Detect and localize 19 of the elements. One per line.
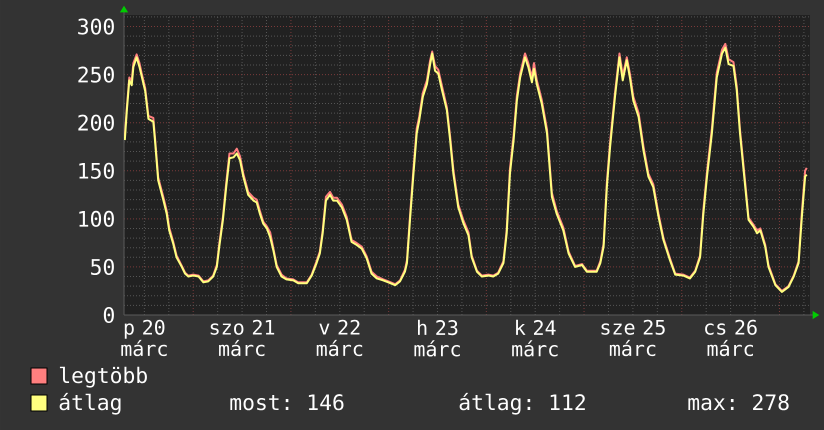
x-tick-label: h 23 márc [414, 320, 460, 357]
x-tick-label: szo 21 márc [210, 320, 274, 356]
text: most: 146 [230, 394, 344, 410]
x-tick-label: p 20 márc [121, 320, 167, 356]
y-tick-label: 300 [78, 18, 114, 35]
text: átlag: 112 [460, 392, 585, 415]
text: max: 278 [688, 394, 789, 410]
x-tick-label: sze 25 márc [602, 320, 665, 356]
y-tick-label: 100 [79, 210, 114, 227]
y-tick-label: 0 [104, 306, 114, 324]
x-tick-label: k 24 márc [512, 320, 558, 357]
y-tick-label: 50 [91, 258, 114, 275]
x-tick-label: cs 26 márc [705, 320, 757, 356]
y-tick-label: 150 [79, 162, 114, 179]
y-tick-label: 200 [78, 114, 114, 131]
y-tick-label: 250 [78, 66, 114, 83]
x-tick-label: v 22 márc [316, 320, 362, 356]
legend-label: legtöbb [60, 366, 147, 388]
legend-label: átlag [60, 392, 120, 415]
